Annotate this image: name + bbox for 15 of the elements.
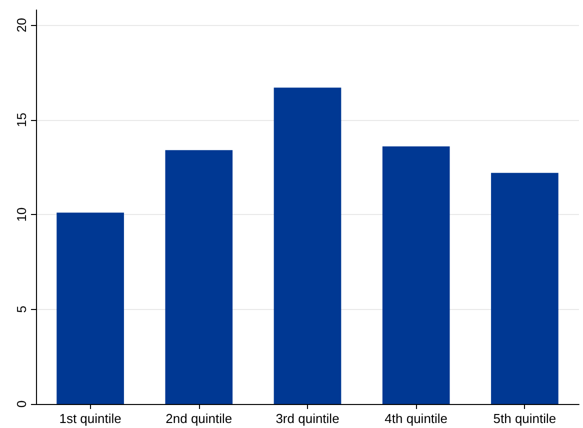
bar bbox=[165, 150, 233, 404]
bar bbox=[274, 88, 342, 404]
y-tick-label: 20 bbox=[14, 18, 29, 32]
bar bbox=[382, 146, 450, 404]
y-tick-label: 10 bbox=[14, 207, 29, 222]
x-tick-label: 4th quintile bbox=[384, 411, 448, 426]
bar bbox=[491, 172, 558, 404]
y-tick-label: 0 bbox=[14, 400, 29, 408]
x-tick-label: 1st quintile bbox=[59, 411, 122, 426]
bar bbox=[56, 212, 124, 404]
y-tick-label: 15 bbox=[14, 112, 29, 128]
y-tick-label: 5 bbox=[14, 306, 29, 313]
x-tick-label: 2nd quintile bbox=[166, 411, 232, 426]
x-tick-label: 3rd quintile bbox=[276, 411, 340, 426]
x-tick-label: 5th quintile bbox=[493, 411, 556, 426]
